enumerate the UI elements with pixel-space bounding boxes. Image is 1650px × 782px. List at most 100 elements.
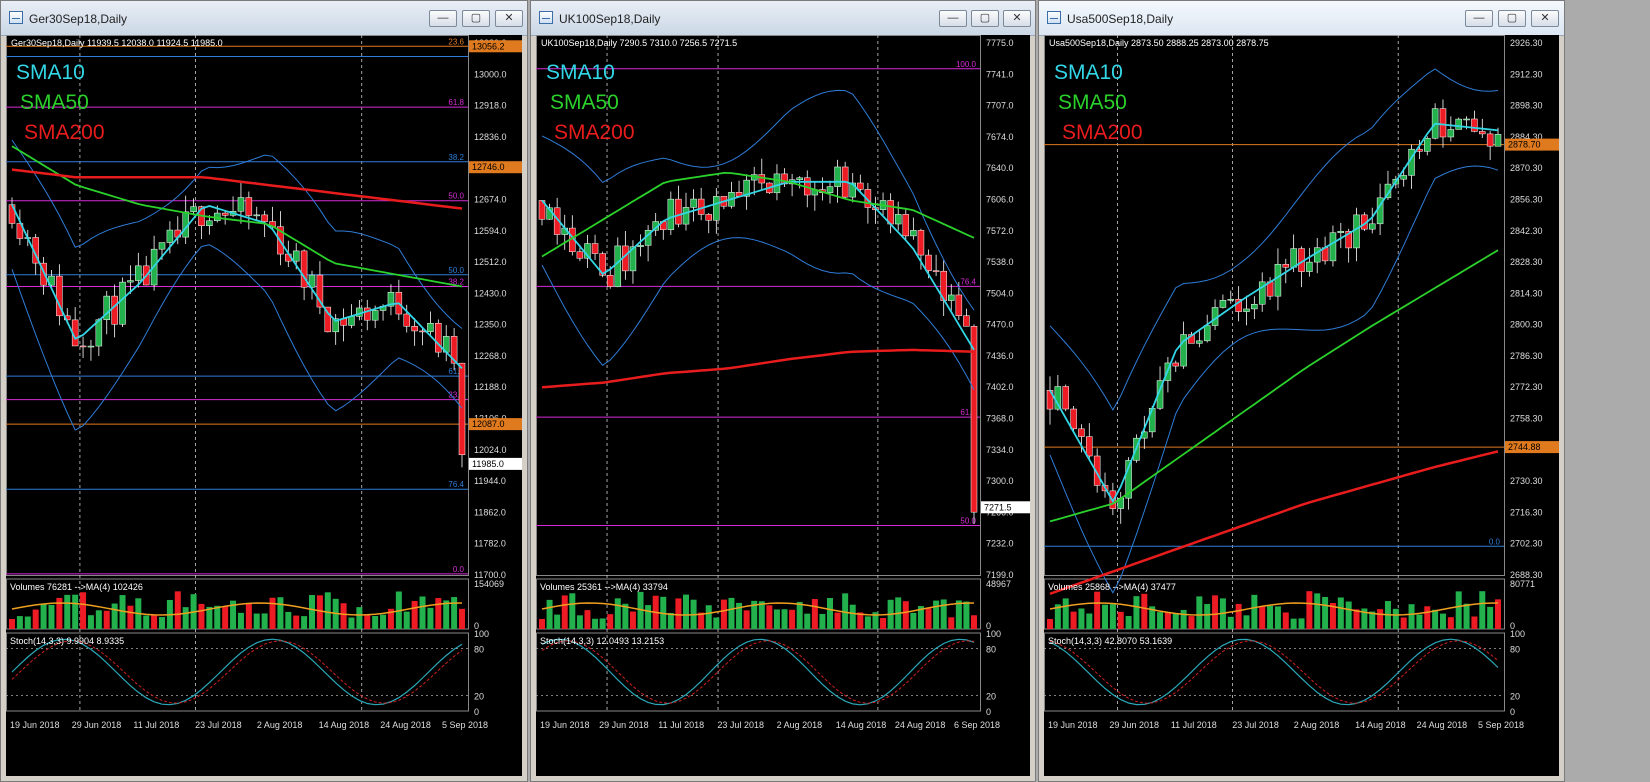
window-titlebar[interactable]: Usa500Sep18,Daily — ▢ ✕ <box>1039 1 1564 36</box>
volume-bar <box>1047 618 1053 629</box>
close-button[interactable]: ✕ <box>1003 10 1031 27</box>
date-axis-tick: 24 Aug 2018 <box>1417 720 1468 730</box>
candle-body <box>682 207 690 225</box>
candle-body <box>1471 118 1478 132</box>
price-axis-tick: 12188.0 <box>474 382 507 392</box>
candle-body <box>253 214 260 217</box>
candle-body <box>948 294 955 301</box>
volume-bar <box>1471 616 1478 629</box>
volume-bar <box>127 605 134 629</box>
sma-line-sma50 <box>1049 249 1499 523</box>
stoch-panel-frame <box>6 632 469 712</box>
volume-bar <box>1235 603 1242 629</box>
date-axis-tick: 29 Jun 2018 <box>599 720 649 730</box>
price-axis-tick: 7199.0 <box>986 570 1014 580</box>
chart-window-uk100[interactable]: UK100Sep18,Daily — ▢ ✕ 7775.0 7741.0 7707.… <box>530 0 1036 782</box>
volume-bar <box>1157 612 1164 629</box>
maximize-button[interactable]: ▢ <box>462 10 490 27</box>
volume-bar <box>751 600 758 629</box>
volume-bar <box>230 600 237 629</box>
price-axis-tick: 7741.0 <box>986 69 1014 79</box>
minimize-button[interactable]: — <box>429 10 457 27</box>
candle-body <box>773 173 781 194</box>
volume-bar <box>773 609 780 629</box>
price-axis-tick: 2730.30 <box>1510 476 1543 486</box>
volume-bar <box>796 601 803 629</box>
bollinger-upper <box>1049 68 1499 411</box>
chart-plot-area[interactable]: 13080.013000.012918.012836.012754.012674… <box>6 35 522 776</box>
chart-window-ger30[interactable]: Ger30Sep18,Daily — ▢ ✕ 13080.013000.0129… <box>0 0 528 782</box>
chart-window-icon <box>9 11 23 24</box>
stoch-axis-tick: 100 <box>1510 629 1525 639</box>
fib-label: 76.4 <box>448 480 464 489</box>
price-axis-tick: 12350.0 <box>474 320 507 330</box>
volume-bar <box>1487 606 1494 629</box>
chart-plot-area[interactable]: 2926.30 2912.30 2898.30 2884.30 2870.30 2856.… <box>1044 35 1559 776</box>
volume-bar <box>387 608 394 629</box>
volume-bar <box>1314 593 1321 629</box>
candle-body <box>1313 247 1321 263</box>
date-axis-tick: 2 Aug 2018 <box>777 720 823 730</box>
date-axis-tick: 24 Aug 2018 <box>380 720 431 730</box>
volume-bar <box>1133 596 1140 629</box>
fib-label: 23.6 <box>448 391 464 400</box>
volume-bar <box>1463 603 1470 629</box>
volume-bar <box>637 591 644 629</box>
volume-axis-max: 48967 <box>986 579 1011 589</box>
price-axis-tick: 2758.30 <box>1510 414 1543 424</box>
price-axis-tick: 2814.30 <box>1510 288 1543 298</box>
price-tag-label: 12746.0 <box>472 162 505 172</box>
window-titlebar[interactable]: UK100Sep18,Daily — ▢ ✕ <box>531 1 1035 36</box>
candle-body <box>1424 137 1431 152</box>
chart-window-usa500[interactable]: Usa500Sep18,Daily — ▢ ✕ 2926.30 2912.30 28… <box>1038 0 1565 782</box>
chart-plot-area[interactable]: 7775.0 7741.0 7707.0 7674.0 7640.0 7606.0 7572… <box>536 35 1030 776</box>
volume-bar <box>1322 596 1329 629</box>
stoch-panel-frame <box>1044 632 1505 712</box>
candle-body <box>932 270 940 272</box>
volume-bar <box>743 610 750 629</box>
candle-body <box>371 310 379 321</box>
candle-body <box>127 280 134 283</box>
close-button[interactable]: ✕ <box>495 10 523 27</box>
close-button[interactable]: ✕ <box>1531 10 1559 27</box>
fib-label: 50.0 <box>960 516 976 525</box>
candle-body <box>1196 340 1203 344</box>
candle-body <box>599 253 606 276</box>
volume-bar <box>819 613 826 629</box>
volume-bar <box>356 607 363 629</box>
volume-bar <box>1243 615 1250 629</box>
volume-bar <box>419 596 426 629</box>
minimize-button[interactable]: — <box>939 10 967 27</box>
fib-label: 0.0 <box>453 565 465 574</box>
date-axis-tick: 23 Jul 2018 <box>1232 720 1279 730</box>
price-panel-frame <box>6 35 469 576</box>
volume-bar <box>1212 595 1219 629</box>
candle-body <box>902 214 910 237</box>
minimize-button[interactable]: — <box>1465 10 1493 27</box>
volume-bar <box>1353 609 1360 629</box>
candle-body <box>40 262 47 286</box>
volume-ma-line <box>11 602 463 616</box>
price-tag-label: 12087.0 <box>472 419 505 429</box>
volume-bar <box>1455 591 1462 629</box>
maximize-button[interactable]: ▢ <box>971 10 999 27</box>
volume-bar <box>1251 594 1258 629</box>
maximize-button[interactable]: ▢ <box>1498 10 1526 27</box>
candle-body <box>1219 300 1227 308</box>
volume-bar <box>607 614 614 629</box>
candle-body <box>292 250 300 262</box>
volume-bar <box>561 595 568 629</box>
candle-body <box>826 186 834 193</box>
fib-label: 38.2 <box>448 278 464 287</box>
volume-bar <box>261 613 268 629</box>
window-title: Usa500Sep18,Daily <box>1067 12 1174 26</box>
fib-label: 61.8 <box>448 367 464 376</box>
volume-bar <box>222 606 229 629</box>
candle-body <box>1329 232 1337 262</box>
volume-bar <box>348 617 355 629</box>
chart-svg: 7775.0 7741.0 7707.0 7674.0 7640.0 7606.0 7572… <box>536 35 1030 730</box>
volume-bar <box>539 618 545 629</box>
window-titlebar[interactable]: Ger30Sep18,Daily — ▢ ✕ <box>1 1 527 36</box>
date-axis-tick: 5 Sep 2018 <box>442 720 488 730</box>
volume-bar <box>1377 609 1384 629</box>
